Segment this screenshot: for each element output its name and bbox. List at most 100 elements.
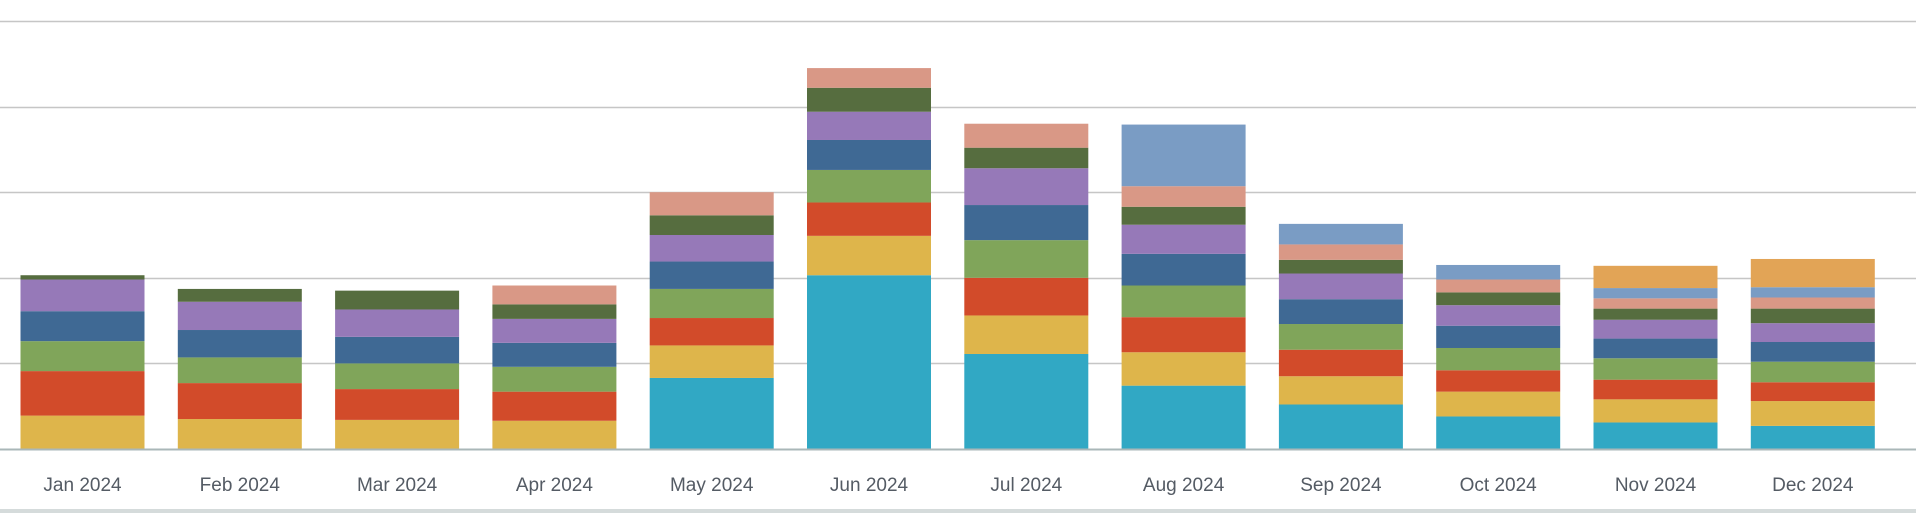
bar-segment[interactable] [335, 419, 460, 449]
bar-segment[interactable] [20, 415, 145, 449]
bar-segment[interactable] [1278, 404, 1403, 449]
bar-segment[interactable] [1121, 385, 1246, 449]
bar-segment[interactable] [1436, 279, 1561, 293]
bar-segment[interactable] [1593, 338, 1718, 359]
bar-segment[interactable] [1750, 401, 1875, 426]
bar-segment[interactable] [1278, 259, 1403, 274]
bar-segment[interactable] [492, 366, 617, 392]
bar-segment[interactable] [492, 420, 617, 449]
bar-segment[interactable] [20, 371, 145, 416]
bar-segment[interactable] [1593, 358, 1718, 380]
bar-segment[interactable] [335, 336, 460, 364]
bar-segment[interactable] [1750, 308, 1875, 324]
bar-segment[interactable] [807, 275, 931, 449]
bar-segment[interactable] [1121, 352, 1246, 386]
bar-segment[interactable] [964, 277, 1089, 316]
bar-segment[interactable] [807, 68, 931, 88]
bar-segment[interactable] [964, 168, 1089, 206]
bar-segment[interactable] [649, 192, 774, 216]
bar-segment[interactable] [492, 391, 617, 421]
bar-segment[interactable] [177, 288, 302, 302]
bar-segment[interactable] [177, 301, 302, 331]
bar-segment[interactable] [1750, 342, 1875, 362]
bar-segment[interactable] [1278, 376, 1403, 405]
bar-segment[interactable] [20, 341, 145, 372]
bar-segment[interactable] [964, 353, 1089, 449]
bar-segment[interactable] [1593, 265, 1718, 289]
bar-stack-aug-2024[interactable] [1121, 124, 1246, 449]
bar-segment[interactable] [964, 205, 1089, 241]
bar-segment[interactable] [1436, 370, 1561, 392]
bar-segment[interactable] [649, 345, 774, 378]
bar-segment[interactable] [1278, 273, 1403, 300]
bar-segment[interactable] [177, 357, 302, 384]
bar-stack-jun-2024[interactable] [807, 68, 931, 449]
bar-segment[interactable] [1121, 224, 1246, 254]
bar-segment[interactable] [335, 290, 460, 310]
bar-segment[interactable] [1121, 285, 1246, 318]
bar-segment[interactable] [1593, 422, 1718, 449]
bar-segment[interactable] [1436, 292, 1561, 306]
bar-segment[interactable] [177, 330, 302, 358]
bar-segment[interactable] [1593, 319, 1718, 339]
bar-segment[interactable] [964, 123, 1089, 148]
bar-stack-jan-2024[interactable] [20, 275, 145, 449]
bar-segment[interactable] [807, 235, 931, 276]
bar-segment[interactable] [492, 342, 617, 367]
bar-stack-oct-2024[interactable] [1436, 264, 1561, 449]
bar-segment[interactable] [1436, 416, 1561, 449]
bar-segment[interactable] [649, 288, 774, 319]
bar-segment[interactable] [1750, 287, 1875, 298]
bar-stack-may-2024[interactable] [649, 192, 774, 449]
bar-segment[interactable] [807, 111, 931, 140]
bar-segment[interactable] [1278, 324, 1403, 350]
bar-segment[interactable] [649, 377, 774, 449]
bar-segment[interactable] [807, 202, 931, 236]
bar-stack-nov-2024[interactable] [1593, 265, 1718, 449]
bar-segment[interactable] [1278, 223, 1403, 245]
bar-segment[interactable] [1593, 379, 1718, 400]
bar-segment[interactable] [807, 87, 931, 112]
bar-stack-sep-2024[interactable] [1278, 223, 1403, 449]
bar-segment[interactable] [20, 311, 145, 342]
bar-segment[interactable] [1436, 391, 1561, 417]
bar-segment[interactable] [335, 363, 460, 390]
bar-segment[interactable] [1750, 361, 1875, 383]
bar-segment[interactable] [649, 235, 774, 262]
bar-segment[interactable] [1750, 382, 1875, 402]
bar-segment[interactable] [1593, 308, 1718, 320]
bar-segment[interactable] [649, 318, 774, 346]
bar-segment[interactable] [492, 285, 617, 305]
bar-segment[interactable] [1750, 258, 1875, 288]
bar-segment[interactable] [492, 304, 617, 319]
bar-segment[interactable] [1436, 325, 1561, 348]
bar-segment[interactable] [1278, 349, 1403, 377]
bar-segment[interactable] [1121, 206, 1246, 225]
bar-segment[interactable] [1593, 399, 1718, 423]
bar-segment[interactable] [1121, 124, 1246, 187]
bar-segment[interactable] [1750, 425, 1875, 449]
bar-segment[interactable] [177, 419, 302, 449]
bar-segment[interactable] [649, 261, 774, 289]
bar-segment[interactable] [1121, 317, 1246, 353]
bar-stack-jul-2024[interactable] [964, 123, 1089, 449]
bar-segment[interactable] [1436, 305, 1561, 326]
bar-segment[interactable] [335, 309, 460, 337]
bar-stack-mar-2024[interactable] [335, 290, 460, 449]
bar-segment[interactable] [20, 275, 145, 280]
bar-segment[interactable] [492, 318, 617, 343]
bar-segment[interactable] [1436, 347, 1561, 371]
bar-segment[interactable] [1436, 264, 1561, 280]
bar-segment[interactable] [807, 169, 931, 203]
bar-segment[interactable] [1750, 323, 1875, 342]
bar-segment[interactable] [807, 139, 931, 170]
bar-segment[interactable] [1593, 288, 1718, 299]
bar-segment[interactable] [335, 389, 460, 420]
bar-segment[interactable] [1278, 299, 1403, 325]
bar-segment[interactable] [964, 147, 1089, 169]
bar-segment[interactable] [177, 383, 302, 420]
bar-segment[interactable] [964, 240, 1089, 278]
bar-segment[interactable] [20, 279, 145, 312]
bar-segment[interactable] [1121, 253, 1246, 286]
bar-segment[interactable] [1593, 298, 1718, 309]
